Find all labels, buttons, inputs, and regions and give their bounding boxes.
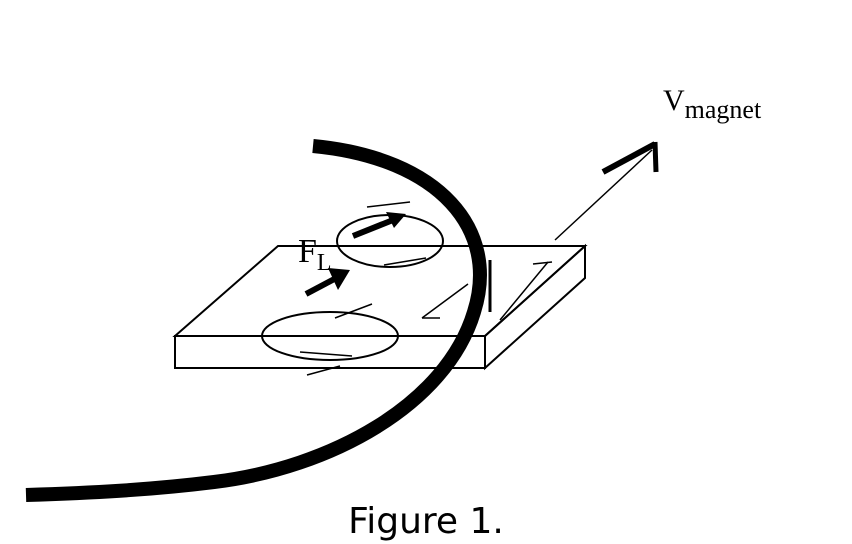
edge-line-5 bbox=[532, 261, 553, 265]
eddy-dash-upper-1 bbox=[366, 201, 411, 208]
eddy-loop-upper bbox=[336, 201, 444, 268]
velocity-arrow-barb-2 bbox=[652, 141, 659, 173]
eddy-dash-upper-2 bbox=[383, 257, 427, 266]
eddy-dash-lower-1 bbox=[334, 303, 373, 319]
eddy-dash-lower-3 bbox=[306, 365, 341, 376]
magnet-trajectory-curve bbox=[25, 139, 487, 502]
velocity-label: Vmagnet bbox=[663, 84, 762, 124]
lorentz-force-arrow bbox=[304, 268, 350, 297]
edge-current-lines bbox=[421, 260, 553, 321]
edge-line-1 bbox=[421, 283, 469, 319]
force-arrowhead bbox=[328, 268, 350, 290]
velocity-arrow-barb-1 bbox=[601, 141, 657, 175]
figure-caption: Figure 1. bbox=[348, 501, 504, 542]
eddy-dash-lower-2 bbox=[299, 351, 353, 357]
velocity-label-main: V bbox=[663, 84, 685, 117]
magnet-velocity-arrow bbox=[554, 141, 659, 241]
force-label-sub: L bbox=[317, 250, 332, 276]
edge-line-4 bbox=[499, 261, 549, 321]
force-label-main: F bbox=[298, 233, 317, 270]
conducting-plate bbox=[172, 243, 588, 371]
eddy-ellipse-lower bbox=[261, 311, 399, 361]
eddy-arrowhead-upper bbox=[386, 212, 406, 228]
velocity-label-sub: magnet bbox=[685, 95, 762, 124]
force-label: FL bbox=[298, 233, 332, 276]
plate-front-face bbox=[174, 335, 486, 369]
velocity-arrow-shaft bbox=[554, 149, 653, 241]
eddy-loop-lower bbox=[261, 303, 399, 376]
plate-right-face bbox=[484, 243, 586, 371]
